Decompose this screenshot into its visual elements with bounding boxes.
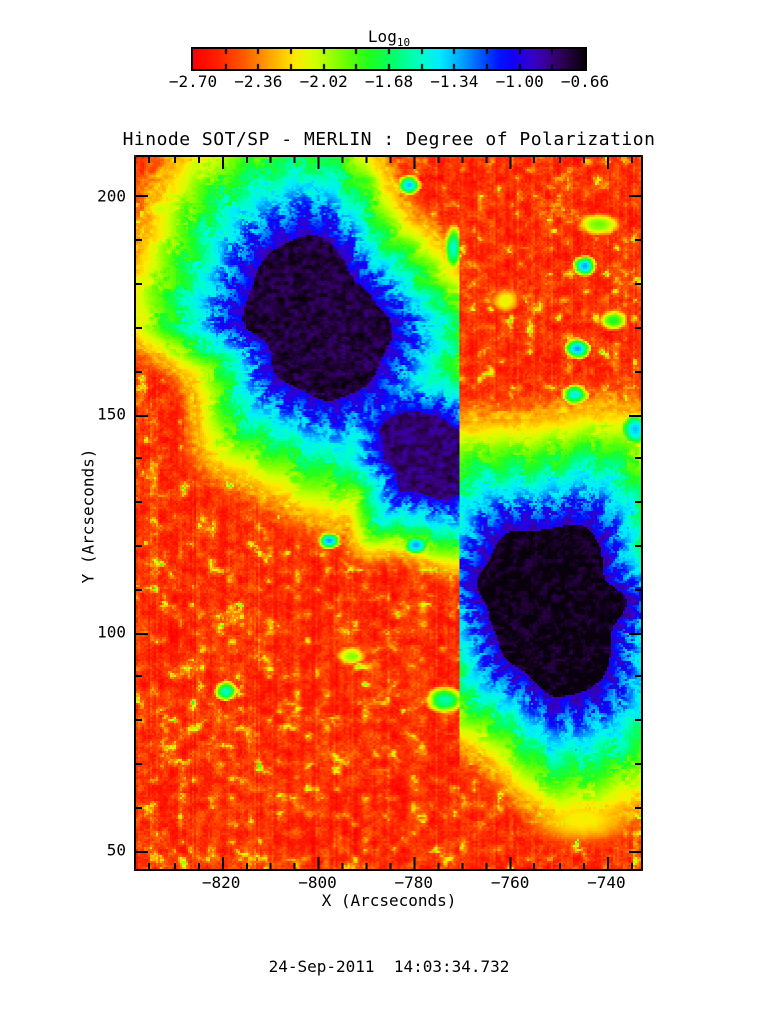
colorbar-tick-label: −2.70: [168, 72, 218, 91]
y-tick-label: 50: [106, 840, 126, 860]
colorbar-tick-label: −0.66: [560, 72, 610, 91]
polarization-map-canvas: [134, 155, 643, 871]
x-tick-label: −780: [394, 873, 434, 892]
colorbar-tick-label: −2.02: [299, 72, 348, 91]
y-tick-label: 100: [97, 622, 126, 642]
colorbar-title-subscript: 10: [396, 36, 411, 50]
x-tick-label: −800: [298, 873, 337, 892]
colorbar-tick-label: −1.34: [430, 72, 479, 91]
colorbar-tick-label: −1.68: [364, 72, 414, 91]
timestamp: 24-Sep-2011 14:03:34.732: [268, 957, 510, 976]
colorbar-title-main: Log: [367, 27, 397, 46]
y-tick-label: 150: [97, 404, 126, 424]
colorbar-title: Log10: [368, 27, 410, 49]
x-tick-label: −760: [490, 873, 530, 892]
y-tick-label: 200: [97, 186, 126, 206]
x-tick-label: −740: [587, 873, 626, 892]
y-axis-label: Y (Arcseconds): [78, 448, 98, 584]
colorbar-tick-label: −1.00: [495, 72, 544, 91]
colorbar-gradient: [193, 49, 585, 69]
colorbar: [191, 47, 587, 71]
plot-title: Hinode SOT/SP - MERLIN : Degree of Polar…: [122, 129, 656, 150]
x-axis-label: X (Arcseconds): [321, 891, 457, 910]
colorbar-tick-label: −2.36: [234, 72, 283, 91]
x-tick-label: −820: [201, 873, 241, 892]
